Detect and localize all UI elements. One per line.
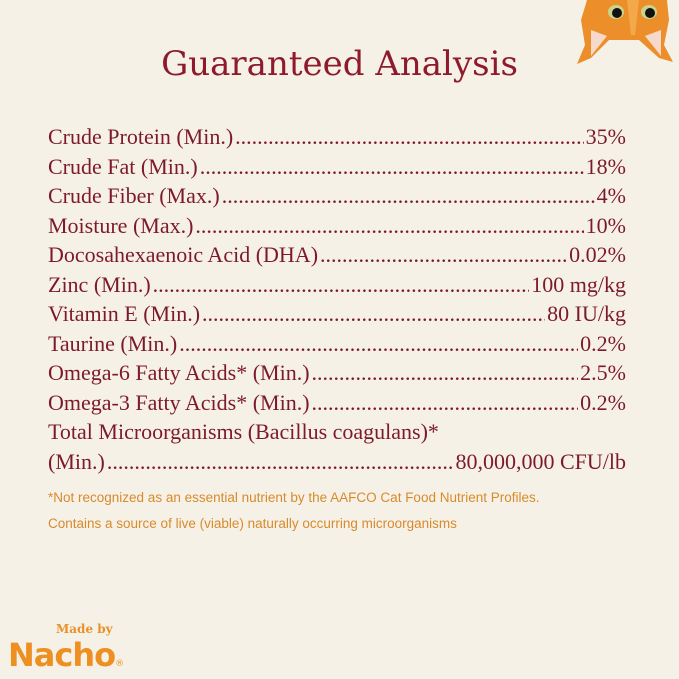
dot-leader — [153, 272, 530, 298]
dot-leader — [312, 360, 579, 386]
row-label: Crude Fiber (Max.) — [48, 183, 220, 208]
microorganisms-label: Total Microorganisms (Bacillus coagulans… — [48, 419, 626, 449]
made-by-text: Made by — [56, 622, 113, 636]
dot-leader — [202, 301, 545, 327]
footnote-aafco: *Not recognized as an essential nutrient… — [48, 490, 540, 505]
dot-leader — [312, 390, 579, 416]
row-label: Vitamin E (Min.) — [48, 301, 201, 326]
dot-leader — [107, 449, 454, 475]
row-label: Docosahexaenoic Acid (DHA) — [48, 242, 319, 267]
analysis-row: Crude Fat (Min.) 18% — [48, 154, 626, 184]
row-value: 0.2% — [580, 389, 626, 415]
analysis-row: Omega-6 Fatty Acids* (Min.) 2.5% — [48, 360, 626, 390]
dot-leader — [222, 183, 595, 209]
analysis-row: Omega-3 Fatty Acids* (Min.) 0.2% — [48, 390, 626, 420]
row-value: 10% — [585, 212, 626, 238]
row-value: 4% — [596, 183, 626, 208]
registered-mark: ® — [115, 659, 124, 669]
analysis-row: (Min.) 80,000,000 CFU/lb — [48, 449, 626, 479]
dot-leader — [200, 154, 584, 180]
analysis-row: Taurine (Min.) 0.2% — [48, 331, 626, 361]
analysis-row: Crude Fiber (Max.) 4% — [48, 183, 626, 213]
row-value: 0.2% — [580, 330, 626, 356]
row-value: 35% — [585, 124, 626, 149]
footnote-microorganisms: Contains a source of live (viable) natur… — [48, 516, 457, 531]
analysis-row: Docosahexaenoic Acid (DHA) 0.02% — [48, 242, 626, 272]
nacho-logo: Nacho® — [8, 636, 124, 674]
analysis-row: Zinc (Min.) 100 mg/kg — [48, 272, 626, 302]
dot-leader — [320, 242, 567, 268]
row-label: Omega-6 Fatty Acids* (Min.) — [48, 360, 310, 385]
analysis-row: Crude Protein (Min.) 35% — [48, 124, 626, 154]
row-label: Crude Protein (Min.) — [48, 124, 234, 149]
cat-illustration — [577, 0, 673, 64]
row-value: 80,000,000 CFU/lb — [455, 448, 626, 474]
analysis-row: Vitamin E (Min.) 80 IU/kg — [48, 301, 626, 331]
row-value: 80 IU/kg — [547, 301, 626, 326]
brand-name: Nacho — [8, 636, 116, 674]
row-label: Taurine (Min.) — [48, 330, 178, 356]
analysis-row: Moisture (Max.) 10% — [48, 213, 626, 243]
dot-leader — [235, 124, 584, 150]
analysis-table: Crude Protein (Min.) 35% Crude Fat (Min.)… — [48, 124, 626, 478]
page-title: Guaranteed Analysis — [161, 44, 518, 84]
row-label: Total Microorganisms (Bacillus coagulans… — [48, 419, 439, 444]
row-value: 0.02% — [569, 242, 626, 267]
row-value: 18% — [585, 153, 626, 179]
row-value: 100 mg/kg — [531, 271, 626, 297]
dot-leader — [179, 331, 578, 357]
row-label: Omega-3 Fatty Acids* (Min.) — [48, 389, 310, 415]
row-label: (Min.) — [48, 448, 105, 474]
row-label: Crude Fat (Min.) — [48, 153, 198, 179]
row-label: Moisture (Max.) — [48, 212, 194, 238]
dot-leader — [195, 213, 583, 239]
row-value: 2.5% — [580, 360, 626, 385]
row-label: Zinc (Min.) — [48, 271, 151, 297]
